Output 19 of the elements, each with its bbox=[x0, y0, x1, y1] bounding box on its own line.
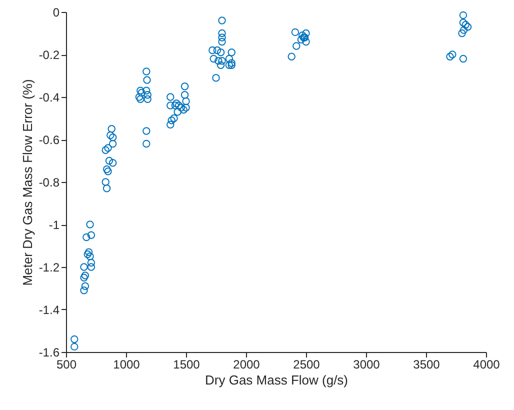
x-tick-label: 1500 bbox=[173, 358, 200, 372]
y-tick-label: -0.6 bbox=[38, 133, 60, 147]
x-tick-label: 1000 bbox=[113, 358, 140, 372]
x-tick-label: 2500 bbox=[293, 358, 320, 372]
x-axis-title: Dry Gas Mass Flow (g/s) bbox=[204, 372, 348, 388]
y-tick-label: -1.2 bbox=[38, 260, 60, 274]
y-tick-label: -0.2 bbox=[38, 48, 60, 62]
y-tick-label: -1.4 bbox=[38, 303, 60, 317]
y-axis-title: Meter Dry Gas Mass Flow Error (%) bbox=[20, 79, 35, 286]
x-tick-label: 2000 bbox=[233, 358, 260, 372]
y-tick-label: 0 bbox=[52, 6, 60, 20]
x-tick-label: 4000 bbox=[473, 358, 500, 372]
x-tick-label: 500 bbox=[56, 358, 77, 372]
x-tick-label: 3500 bbox=[413, 358, 440, 372]
y-tick-label: -1.6 bbox=[38, 346, 60, 360]
y-tick-label: -0.4 bbox=[38, 90, 60, 104]
y-tick-label: -0.8 bbox=[38, 176, 60, 190]
x-tick-label: 3000 bbox=[353, 358, 380, 372]
y-tick-label: -1 bbox=[48, 218, 60, 232]
